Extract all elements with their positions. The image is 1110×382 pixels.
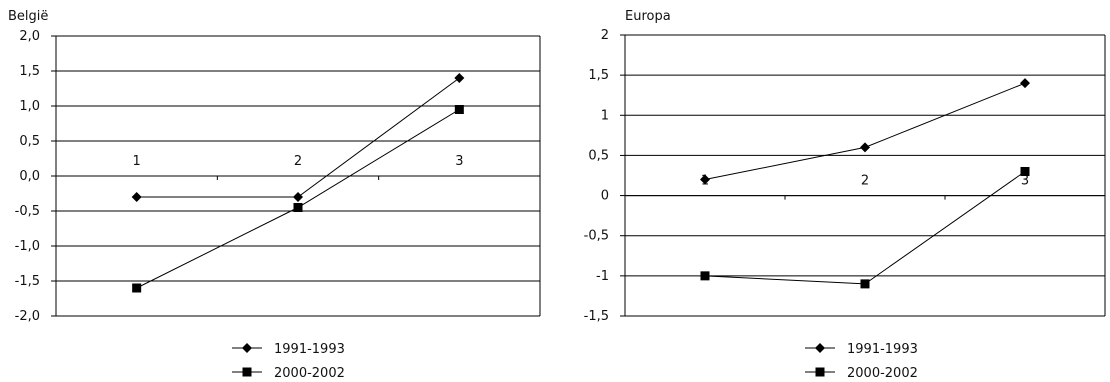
y-tick-label: -2,0 bbox=[15, 309, 40, 324]
legend-marker-square bbox=[242, 367, 252, 377]
y-tick-label: 0 bbox=[601, 189, 609, 204]
category-label: 3 bbox=[1021, 174, 1029, 189]
data-point-square bbox=[700, 271, 710, 281]
y-tick-label: -1,5 bbox=[584, 309, 609, 324]
category-label: 1 bbox=[133, 154, 141, 169]
y-tick-label: -0,5 bbox=[15, 204, 40, 219]
legend-label: 2000-2002 bbox=[847, 366, 918, 381]
data-point-diamond bbox=[700, 174, 710, 185]
data-point-diamond bbox=[454, 73, 465, 83]
legend-label: 2000-2002 bbox=[274, 366, 345, 381]
data-point-square bbox=[132, 283, 142, 293]
data-point-diamond bbox=[860, 142, 870, 153]
y-tick-label: -0,5 bbox=[584, 229, 609, 244]
series-line-1991-1993 bbox=[704, 82, 1026, 181]
legend-marker-square bbox=[815, 367, 825, 377]
data-point-square bbox=[1020, 166, 1030, 176]
y-tick-label: -1,5 bbox=[15, 274, 40, 289]
y-tick-label: 2,0 bbox=[19, 29, 40, 44]
legend-label: 1991-1993 bbox=[847, 342, 918, 357]
y-tick-label: 1,5 bbox=[19, 64, 40, 79]
data-point-diamond bbox=[293, 192, 303, 202]
data-point-diamond bbox=[131, 192, 142, 202]
legend-label: 1991-1993 bbox=[274, 342, 345, 357]
chart-europa: Europa21,510,50-0,5-1-1,51231991-1993200… bbox=[584, 9, 1106, 381]
y-tick-label: -1,0 bbox=[15, 239, 40, 254]
data-point-square bbox=[454, 105, 464, 114]
series-line-1991-1993 bbox=[136, 77, 460, 198]
y-tick-label: -1 bbox=[596, 269, 609, 284]
y-tick-label: 0,0 bbox=[19, 169, 40, 184]
legend-marker-diamond bbox=[815, 343, 825, 353]
y-tick-label: 0,5 bbox=[588, 148, 609, 163]
y-tick-label: 2 bbox=[601, 28, 609, 43]
y-tick-label: 1,0 bbox=[19, 99, 40, 114]
y-tick-label: 0,5 bbox=[19, 134, 40, 149]
data-point-square bbox=[293, 203, 303, 212]
category-label: 2 bbox=[294, 154, 302, 169]
chart-title: België bbox=[8, 9, 48, 24]
legend-marker-diamond bbox=[242, 343, 252, 353]
y-tick-label: 1,5 bbox=[588, 68, 609, 83]
y-tick-label: 1 bbox=[601, 108, 609, 123]
chart-belgie: België 2,0 1,5 1,0 0,5 0,0 -0,5 -1,0 -1,5 -2,0 1 2 3… bbox=[8, 9, 541, 381]
category-label: 2 bbox=[861, 174, 869, 189]
chart-title: Europa bbox=[625, 9, 671, 24]
category-label: 3 bbox=[455, 154, 463, 169]
data-point-square bbox=[860, 279, 870, 289]
data-point-diamond bbox=[1020, 78, 1030, 89]
